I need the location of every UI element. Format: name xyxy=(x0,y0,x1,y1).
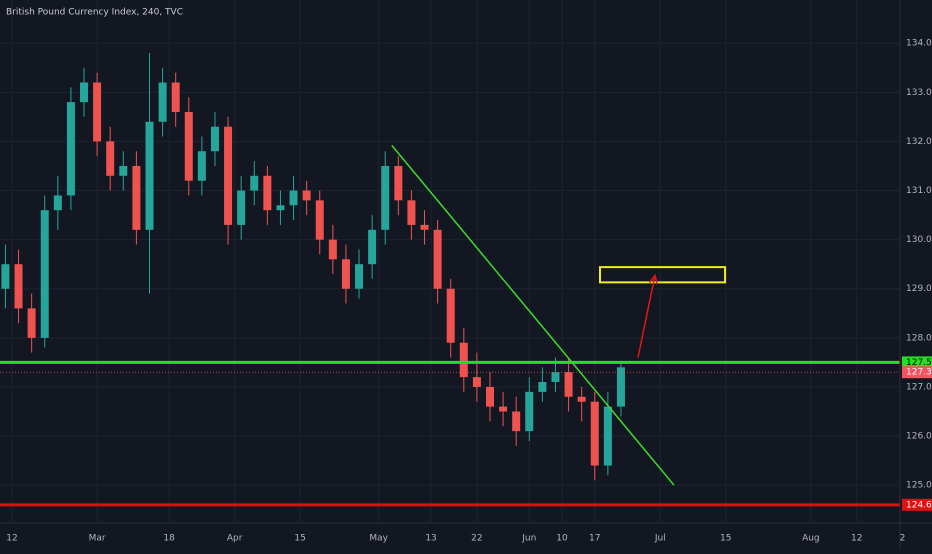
x-tick-label: 18 xyxy=(163,534,175,544)
candle-body xyxy=(616,367,625,407)
candle-body xyxy=(93,82,102,142)
x-tick-label: 13 xyxy=(425,534,436,544)
x-tick-label: 10 xyxy=(556,534,568,544)
y-tick-label: 128.0 xyxy=(906,333,932,343)
y-tick-label: 127.0 xyxy=(906,382,932,392)
x-tick-label: May xyxy=(369,534,388,544)
price-label: 127.5 xyxy=(906,358,932,368)
candle-body xyxy=(315,200,324,240)
candle-body xyxy=(459,342,468,378)
y-tick-label: 130.0 xyxy=(906,235,932,245)
arrow-head xyxy=(648,273,658,285)
candle-body xyxy=(368,229,377,265)
price-label-bg xyxy=(902,366,932,379)
y-tick-label: 132.0 xyxy=(906,137,932,147)
candle-body xyxy=(66,102,75,196)
candle-body xyxy=(171,82,180,112)
candle-body xyxy=(197,151,206,181)
target-box xyxy=(599,266,727,284)
x-tick-label: 15 xyxy=(720,534,731,544)
candle-body xyxy=(263,175,272,211)
candle-body xyxy=(603,406,612,466)
price-label-bg xyxy=(902,356,932,369)
x-tick-label: 15 xyxy=(294,534,305,544)
candle-body xyxy=(302,190,311,201)
candle-body xyxy=(512,411,521,432)
candle-body xyxy=(538,382,547,392)
y-tick-label: 125.0 xyxy=(906,481,932,491)
candle-body xyxy=(224,126,233,225)
x-tick-label: Mar xyxy=(89,534,106,544)
candle-body xyxy=(276,205,285,211)
candle-body xyxy=(1,264,10,289)
axes: 125.0 126.0 127.0 128.0 129.0 130.0 131.0 132.0… xyxy=(6,39,932,544)
y-tick-label: 133.0 xyxy=(906,88,932,98)
candle-body xyxy=(328,239,337,260)
x-tick-label: 17 xyxy=(589,534,600,544)
candle-body xyxy=(485,386,494,407)
candle-body xyxy=(132,165,141,230)
x-tick-label: Aug xyxy=(802,534,820,544)
price-label: 124.6 xyxy=(906,500,932,510)
x-tick-label: Apr xyxy=(227,534,243,544)
candle-body xyxy=(564,372,573,397)
candle-body xyxy=(381,165,390,230)
candle-body xyxy=(80,82,89,103)
price-axis xyxy=(900,0,932,550)
candle-body xyxy=(119,165,128,176)
candle-body xyxy=(237,190,246,225)
y-tick-label: 134.0 xyxy=(906,39,932,49)
candle-body xyxy=(250,175,259,191)
candle-body xyxy=(145,121,154,230)
candle-body xyxy=(590,401,599,466)
chart-title: British Pound Currency Index, 240, TVC xyxy=(6,8,183,18)
candle-body xyxy=(27,308,36,338)
candle-body xyxy=(289,190,298,206)
candle-body xyxy=(158,82,167,122)
candle-body xyxy=(106,141,115,176)
x-tick-label: 12 xyxy=(6,534,17,544)
x-tick-label: Jun xyxy=(521,534,536,544)
candle-body xyxy=(40,210,49,338)
x-tick-label: 12 xyxy=(851,534,862,544)
candle-body xyxy=(210,126,219,152)
x-tick-label: Jul xyxy=(654,534,666,544)
trendline xyxy=(391,144,675,486)
x-tick-label: 22 xyxy=(471,534,482,544)
candle-body xyxy=(525,391,534,432)
candle-body xyxy=(420,224,429,230)
y-tick-label: 126.0 xyxy=(906,432,932,442)
y-tick-label: 131.0 xyxy=(906,186,932,196)
price-label-bg xyxy=(902,498,932,511)
candle-body xyxy=(341,259,350,289)
candle-body xyxy=(184,111,193,181)
candle-body xyxy=(499,406,508,412)
candle-body xyxy=(394,165,403,201)
candle-body xyxy=(14,264,23,309)
plot xyxy=(0,53,900,507)
y-tick-label: 129.0 xyxy=(906,284,932,294)
candle-body xyxy=(446,288,455,343)
candle-body xyxy=(53,195,62,211)
price-label: 127.3 xyxy=(906,368,932,378)
candle-body xyxy=(407,200,416,225)
x-tick-label: 2 xyxy=(900,534,906,544)
candle-body xyxy=(355,264,364,289)
candle-body xyxy=(433,229,442,289)
arrow xyxy=(637,275,656,358)
candle-body xyxy=(551,372,560,383)
candle-body xyxy=(577,396,586,402)
candle-body xyxy=(472,377,481,387)
